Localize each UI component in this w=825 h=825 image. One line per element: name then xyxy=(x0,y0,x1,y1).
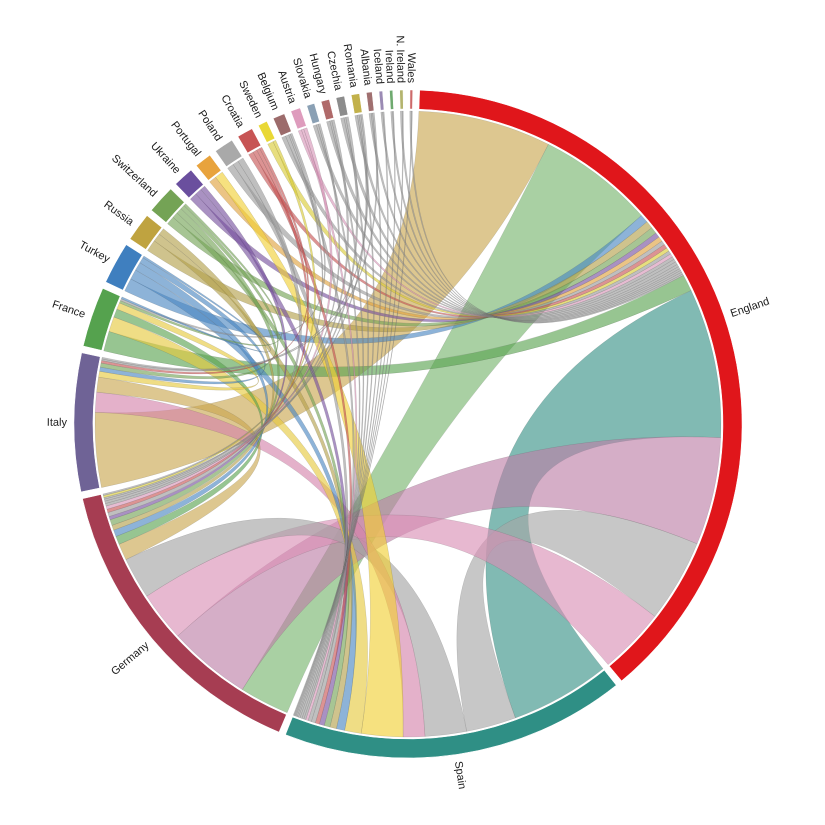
group-arc-switzerland xyxy=(151,188,185,223)
arcs-layer xyxy=(73,89,743,759)
group-arc-n-ireland xyxy=(399,89,404,110)
group-arc-hungary xyxy=(320,99,335,121)
country-label-croatia: Croatia xyxy=(218,93,246,131)
chord-ribbon-italy-romania xyxy=(101,114,369,371)
chord-ribbon-france-belgium xyxy=(120,133,326,338)
chord-ribbon-england-germany xyxy=(146,514,656,665)
chord-ribbon-germany-romania xyxy=(103,114,368,500)
country-label-russia: Russia xyxy=(102,199,137,229)
country-label-albania: Albania xyxy=(357,48,373,87)
group-arc-ireland xyxy=(389,90,394,110)
group-arc-poland xyxy=(215,139,243,167)
country-label-spain: Spain xyxy=(452,760,468,790)
group-arc-albania xyxy=(366,91,375,112)
chord-ribbon-italy-switzerland xyxy=(99,205,279,379)
group-arc-germany xyxy=(82,494,287,733)
chord-ribbon-spain-wales xyxy=(292,110,413,716)
group-arc-england xyxy=(418,89,743,682)
chord-ribbon-france-turkey xyxy=(120,255,271,353)
chord-ribbon-england-iceland xyxy=(380,111,681,322)
country-label-ireland: Ireland xyxy=(382,50,396,84)
group-arc-czechia xyxy=(335,95,349,117)
chord-ribbon-italy-croatia xyxy=(100,146,310,375)
country-label-switzerland: Switzerland xyxy=(109,152,159,199)
country-label-poland: Poland xyxy=(195,108,224,143)
country-label-turkey: Turkey xyxy=(77,239,112,266)
group-arc-croatia xyxy=(237,128,262,154)
chord-ribbon-england-france xyxy=(103,275,692,377)
group-arc-sweden xyxy=(257,120,276,143)
group-arc-russia xyxy=(129,215,163,250)
chord-ribbon-england-spain xyxy=(456,510,698,732)
group-arc-belgium xyxy=(272,113,292,137)
group-arc-portugal xyxy=(195,154,222,181)
country-label-ukraine: Ukraine xyxy=(148,140,182,176)
chord-ribbon-germany-france xyxy=(113,308,263,545)
country-label-n-ireland: N. Ireland xyxy=(394,35,407,83)
group-arc-ukraine xyxy=(175,169,204,199)
group-arc-slovakia xyxy=(306,103,320,125)
ribbons-layer xyxy=(94,110,722,738)
country-label-france: France xyxy=(51,298,87,320)
country-label-portugal: Portugal xyxy=(168,119,203,159)
chord-ribbon-spain-croatia xyxy=(252,149,353,725)
country-label-germany: Germany xyxy=(109,639,152,678)
group-arc-turkey xyxy=(105,244,143,291)
chord-ribbon-spain-portugal xyxy=(215,171,404,738)
group-arc-italy xyxy=(73,352,101,493)
country-label-wales: Wales xyxy=(405,53,417,84)
country-label-italy: Italy xyxy=(47,417,68,429)
chord-ribbon-england-albania xyxy=(368,112,680,321)
chord-ribbon-england-spain xyxy=(485,290,722,719)
chord-ribbon-germany-italy xyxy=(96,376,261,560)
chord-ribbon-germany-turkey xyxy=(113,262,269,537)
group-arc-france xyxy=(82,288,121,351)
country-label-iceland: Iceland xyxy=(371,48,386,84)
group-arc-wales xyxy=(409,89,413,110)
group-arc-romania xyxy=(350,93,363,114)
chord-ribbon-france-switzerland xyxy=(119,203,283,347)
chord-ribbon-germany-russia xyxy=(111,228,275,531)
chord-ribbon-germany-belgium xyxy=(102,133,324,496)
chord-ribbon-italy-france xyxy=(98,302,259,391)
chord-ribbon-italy-turkey xyxy=(99,257,266,385)
group-arc-austria xyxy=(290,107,307,130)
group-arc-iceland xyxy=(378,90,385,111)
country-label-england: England xyxy=(729,296,771,320)
